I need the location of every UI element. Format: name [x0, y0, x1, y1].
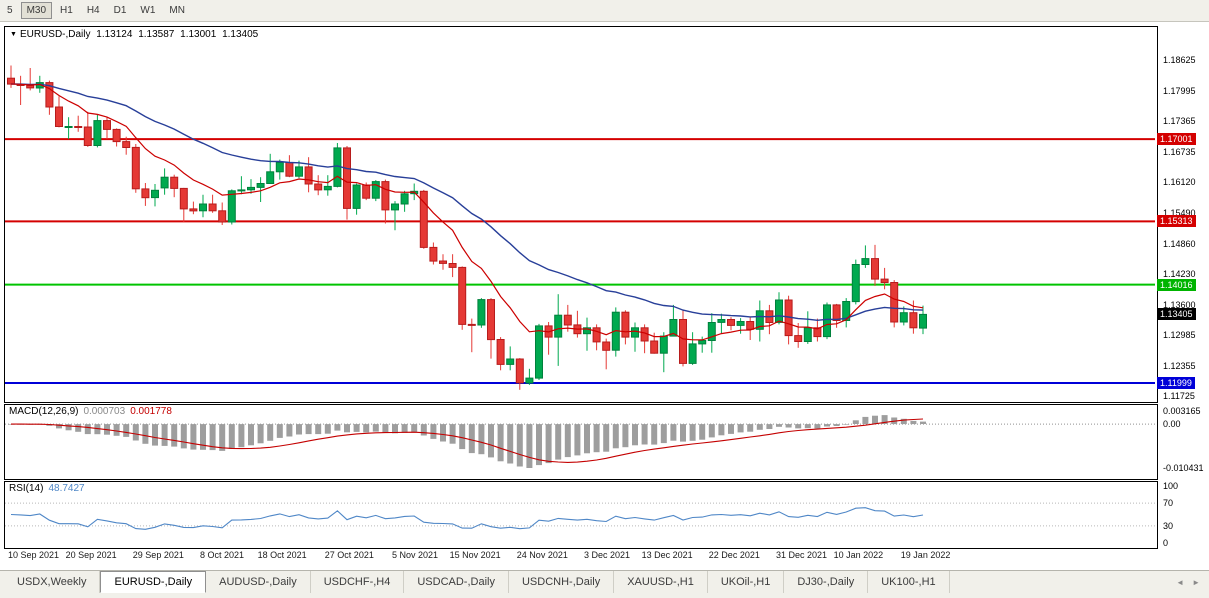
- macd-name: MACD(12,26,9): [9, 406, 79, 417]
- timeframe-button-m30[interactable]: M30: [20, 2, 53, 19]
- date-axis[interactable]: 10 Sep 2021 20 Sep 2021 29 Sep 2021 8 Oct 2…: [4, 550, 1156, 564]
- price-tick-label: 1.17995: [1163, 85, 1196, 96]
- date-tick-label: 13 Dec 2021: [641, 550, 693, 560]
- chart-tab-bar: USDX,Weekly EURUSD-,Daily AUDUSD-,Daily USD…: [0, 570, 1209, 598]
- price-line-tag: 1.15313: [1157, 215, 1196, 228]
- timeframe-button-5[interactable]: 5: [7, 5, 13, 16]
- price-tick-label: 1.11725: [1163, 391, 1195, 402]
- price-tick-label: 1.12985: [1163, 329, 1196, 340]
- price-line-tag: 1.14016: [1157, 278, 1196, 291]
- date-tick-label: 5 Nov 2021: [392, 550, 439, 560]
- price-tick-label: 1.13600: [1163, 299, 1196, 310]
- price-tick-label: 1.14230: [1163, 269, 1196, 280]
- macd-chart[interactable]: [5, 405, 1155, 477]
- chart-tab-dj30-daily[interactable]: DJ30-,Daily: [784, 571, 869, 593]
- rsi-tick-label: 30: [1163, 520, 1174, 531]
- ohlc-low: 1.13001: [180, 29, 217, 40]
- ohlc-open: 1.13124: [96, 29, 133, 40]
- ohlc-close: 1.13405: [222, 29, 259, 40]
- rsi-chart[interactable]: [5, 482, 1155, 546]
- price-tick-label: 1.17365: [1163, 116, 1196, 127]
- chart-tabs: USDX,Weekly EURUSD-,Daily AUDUSD-,Daily USD…: [0, 571, 950, 593]
- tab-scroll-right-icon[interactable]: ►: [1192, 577, 1200, 587]
- date-tick-label: 27 Oct 2021: [324, 550, 374, 560]
- timeframe-button-w1[interactable]: W1: [140, 5, 156, 16]
- rsi-label: RSI(14) 48.7427: [9, 483, 85, 494]
- chart-tab-usdcnh-daily[interactable]: USDCNH-,Daily: [509, 571, 615, 593]
- date-tick-label: 3 Dec 2021: [584, 550, 631, 560]
- chart-header: ▼ EURUSD-,Daily 1.13124 1.13587 1.13001 1…: [10, 29, 261, 40]
- rsi-tick-label: 0: [1163, 538, 1169, 548]
- tab-scroll-arrows: ◄ ►: [1173, 571, 1209, 593]
- chart-tab-usdcad-daily[interactable]: USDCAD-,Daily: [404, 571, 509, 593]
- price-chart-panel[interactable]: ▼ EURUSD-,Daily 1.13124 1.13587 1.13001 1…: [4, 26, 1158, 403]
- chart-tab-ukoil-h1[interactable]: UKOil-,H1: [708, 571, 785, 593]
- date-tick-label: 19 Jan 2022: [900, 550, 951, 560]
- price-line-tag: 1.17001: [1157, 133, 1196, 146]
- ohlc-high: 1.13587: [138, 29, 175, 40]
- rsi-name: RSI(14): [9, 483, 44, 494]
- macd-indicator-panel[interactable]: MACD(12,26,9) 0.000703 0.001778: [4, 404, 1158, 480]
- date-tick-label: 24 Nov 2021: [516, 550, 568, 560]
- date-tick-label: 10 Jan 2022: [833, 550, 884, 560]
- rsi-indicator-panel[interactable]: RSI(14) 48.7427: [4, 481, 1158, 549]
- tab-scroll-left-icon[interactable]: ◄: [1176, 577, 1185, 587]
- price-tick-label: 1.15490: [1163, 207, 1196, 218]
- date-tick-label: 22 Dec 2021: [708, 550, 760, 560]
- macd-tick-label: 0.00: [1163, 419, 1181, 430]
- rsi-tick-label: 70: [1163, 498, 1174, 509]
- timeframe-button-h1[interactable]: H1: [60, 5, 73, 16]
- price-axis[interactable]: 1.18625 1.17995 1.17365 1.16735 1.16120 1.154…: [1156, 0, 1209, 568]
- chart-tab-audusd-daily[interactable]: AUDUSD-,Daily: [206, 571, 311, 593]
- date-tick-label: 18 Oct 2021: [257, 550, 307, 560]
- chart-tab-usdx-weekly[interactable]: USDX,Weekly: [4, 571, 101, 593]
- timeframe-button-mn[interactable]: MN: [169, 5, 185, 16]
- date-tick-label: 31 Dec 2021: [776, 550, 828, 560]
- timeframe-button-d1[interactable]: D1: [113, 5, 127, 16]
- chart-tab-eurusd-daily[interactable]: EURUSD-,Daily: [100, 571, 207, 593]
- chart-symbol-label: EURUSD-,Daily: [19, 29, 91, 40]
- price-tick-label: 1.12355: [1163, 360, 1196, 371]
- date-tick-label: 20 Sep 2021: [65, 550, 117, 560]
- date-tick-label: 8 Oct 2021: [200, 550, 245, 560]
- candlestick-chart[interactable]: [5, 27, 1155, 400]
- price-tick-label: 1.18625: [1163, 54, 1196, 65]
- chart-tab-xauusd-h1[interactable]: XAUUSD-,H1: [614, 571, 708, 593]
- chart-tab-uk100-h1[interactable]: UK100-,H1: [868, 571, 950, 593]
- date-tick-label: 29 Sep 2021: [132, 550, 184, 560]
- macd-signal-value: 0.001778: [130, 406, 172, 417]
- macd-main-value: 0.000703: [83, 406, 126, 417]
- price-tick-label: 1.16120: [1163, 177, 1196, 188]
- rsi-tick-label: 100: [1163, 481, 1179, 491]
- chart-dropdown-icon[interactable]: ▼: [10, 31, 17, 38]
- price-tick-label: 1.16735: [1163, 147, 1196, 158]
- date-tick-label: 10 Sep 2021: [8, 550, 60, 560]
- current-price-tag: 1.13405: [1157, 308, 1196, 321]
- macd-tick-label: -0.010431: [1163, 463, 1204, 474]
- rsi-value: 48.7427: [48, 483, 85, 494]
- price-line-tag: 1.11999: [1157, 377, 1195, 389]
- price-tick-label: 1.14860: [1163, 238, 1196, 249]
- macd-label: MACD(12,26,9) 0.000703 0.001778: [9, 406, 172, 417]
- timeframe-button-h4[interactable]: H4: [86, 5, 100, 16]
- chart-tab-usdchf-h4[interactable]: USDCHF-,H4: [311, 571, 405, 593]
- timeframe-toolbar: 5 M30 H1 H4 D1 W1 MN: [0, 0, 1209, 22]
- macd-tick-label: 0.003165: [1163, 405, 1201, 416]
- date-tick-label: 15 Nov 2021: [449, 550, 501, 560]
